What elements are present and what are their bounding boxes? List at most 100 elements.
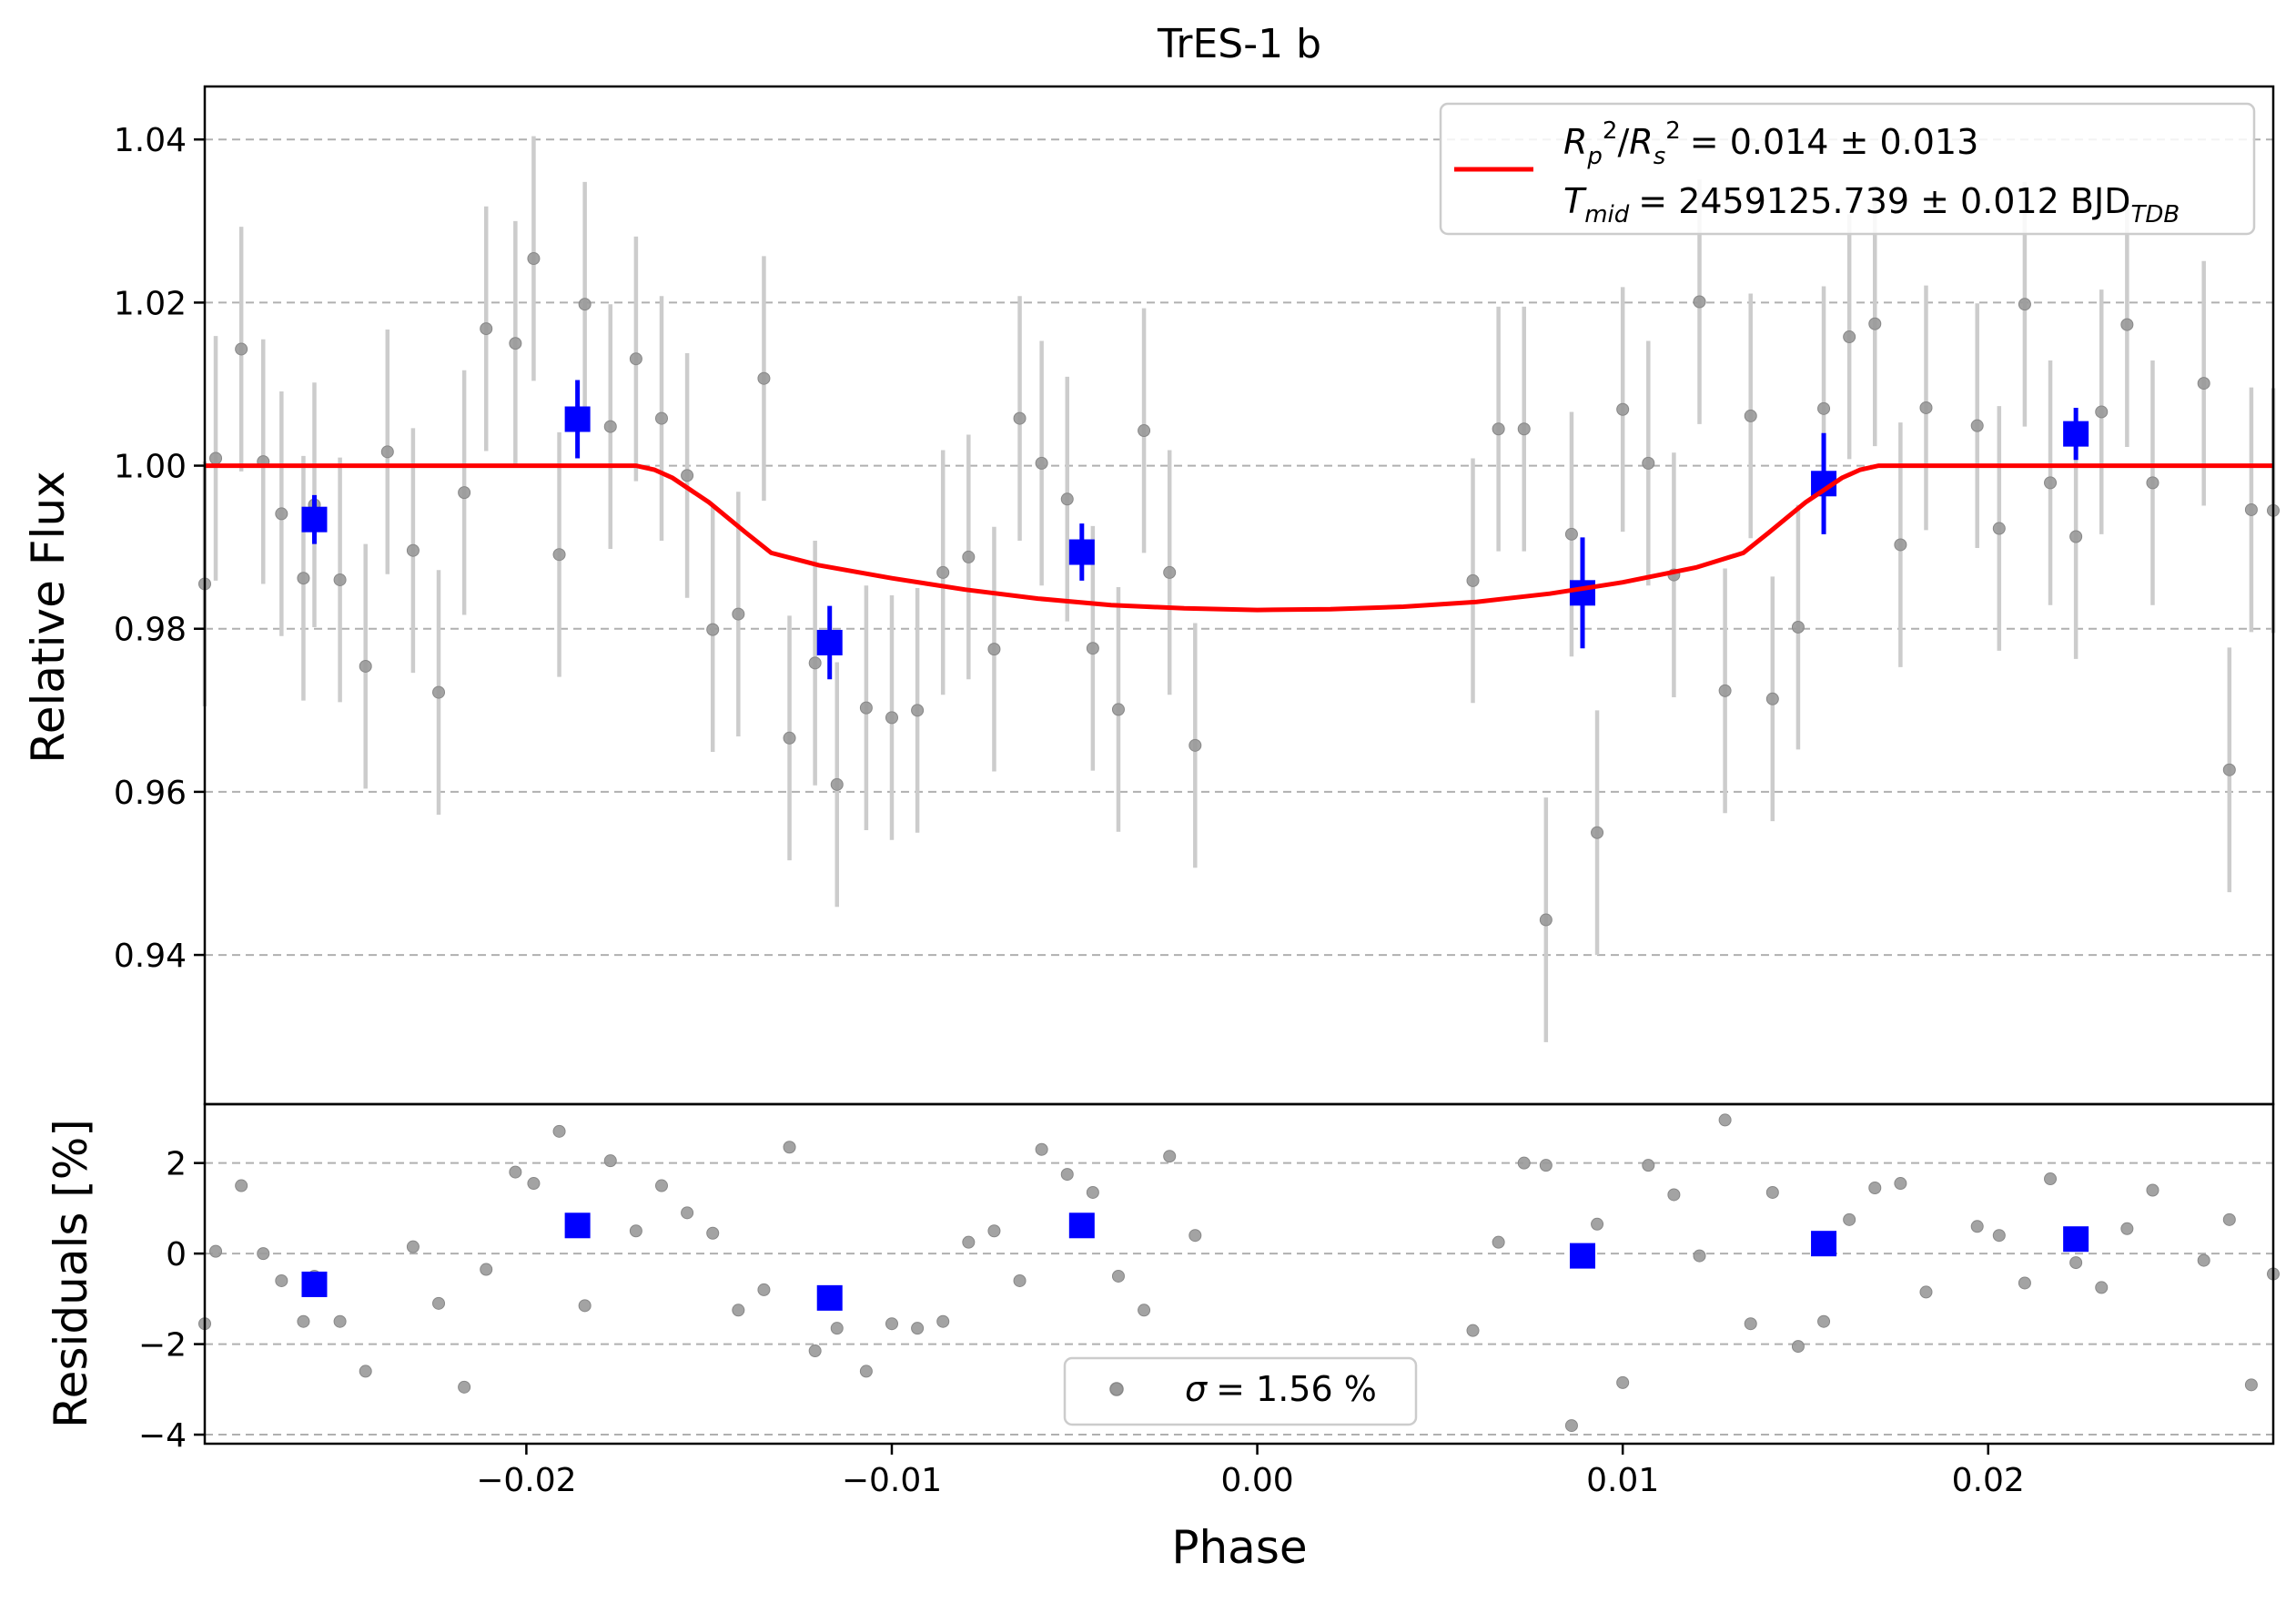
raw-data-point — [1642, 456, 1655, 470]
raw-data-point — [1517, 422, 1531, 436]
legend-model-label-1: = 0.014 ± 0.013 — [1690, 122, 1979, 162]
raw-data-point — [1992, 522, 2006, 535]
bottom-axes-frame — [203, 1102, 2275, 1446]
raw-data-point — [275, 507, 288, 521]
raw-data-point — [706, 623, 720, 636]
raw-data-point — [2044, 476, 2058, 490]
residual-point — [1919, 1285, 1933, 1299]
raw-data-point — [297, 572, 310, 585]
residual-point — [1868, 1182, 1882, 1195]
residual-point — [432, 1296, 446, 1310]
residual-point — [1667, 1188, 1681, 1202]
raw-data-point — [2146, 476, 2159, 490]
raw-data-point — [1138, 424, 1151, 438]
residual-point — [936, 1314, 950, 1328]
raw-data-point — [552, 548, 566, 562]
svg-text:Rp2/Rs2= 0.014 ± 0.013: Rp2/Rs2 = 0.014 ± 0.013 — [1563, 117, 1978, 170]
raw-data-point — [480, 322, 493, 336]
raw-data-point — [1843, 330, 1856, 344]
raw-data-point — [808, 656, 822, 670]
residual-point — [706, 1226, 720, 1240]
transit-model-line — [205, 463, 2273, 613]
raw-data-point — [757, 371, 771, 385]
raw-data-point — [1894, 538, 1907, 552]
raw-data-point — [2120, 318, 2134, 331]
residual-point — [1992, 1229, 2006, 1243]
residual-point — [1616, 1375, 1630, 1389]
raw-data-point — [1086, 642, 1099, 655]
raw-data-point — [380, 445, 394, 459]
residual-point — [406, 1240, 420, 1253]
top-y-tick-label: 1.04 — [114, 122, 187, 159]
raw-data-point — [2095, 405, 2109, 419]
raw-data-point — [1591, 826, 1604, 839]
x-tick-label: 0.00 — [1221, 1462, 1294, 1499]
bottom-y-tick-label: −4 — [138, 1417, 187, 1455]
residual-point — [1035, 1142, 1048, 1156]
residual-point — [2044, 1172, 2058, 1186]
raw-data-point — [1188, 738, 1202, 752]
residual-point — [1086, 1185, 1099, 1199]
x-tick-label: 0.01 — [1586, 1462, 1659, 1499]
raw-data-point — [1693, 295, 1706, 309]
raw-data-point — [783, 731, 796, 745]
raw-data-point — [859, 701, 873, 715]
binned-data-point — [1569, 580, 1595, 606]
residual-point — [859, 1365, 873, 1378]
residual-point — [1188, 1229, 1202, 1243]
residual-point — [654, 1179, 668, 1192]
residual-point — [1539, 1159, 1553, 1172]
binned-data-point — [564, 406, 591, 432]
raw-data-point — [1163, 565, 1177, 579]
raw-data-point — [1868, 317, 1882, 330]
svg-text:σ= 1.56 %: σ = 1.56 % — [1185, 1369, 1377, 1409]
raw-data-point — [1111, 703, 1125, 716]
residual-point — [757, 1283, 771, 1296]
legend-tmid-symbol: T — [1563, 181, 1587, 221]
residual-point — [830, 1322, 844, 1335]
residual-point — [1693, 1249, 1706, 1263]
raw-data-point — [2222, 763, 2236, 776]
raw-data-point — [1564, 527, 1578, 541]
bottom-y-label: Residuals [%] — [45, 1119, 97, 1428]
residual-point — [578, 1299, 592, 1313]
raw-data-point — [911, 704, 925, 717]
top-y-tick-label: 0.96 — [114, 775, 187, 812]
top-y-ticks: 0.94 0.96 0.98 1.00 1.02 1.04 — [114, 122, 205, 975]
bottom-grid — [205, 1162, 2273, 1436]
residual-point — [603, 1154, 617, 1168]
chart-title: TrES-1 b — [1157, 21, 1321, 67]
binned-residual-point — [2063, 1226, 2089, 1253]
residual-point — [2120, 1222, 2134, 1235]
x-tick-label: −0.01 — [842, 1462, 942, 1499]
raw-data-point — [603, 420, 617, 433]
residual-point — [2244, 1378, 2258, 1392]
bottom-y-tick-label: 2 — [166, 1146, 187, 1183]
residual-point — [1744, 1317, 1757, 1331]
raw-data-point — [1539, 913, 1553, 927]
raw-data-point — [1616, 402, 1630, 416]
raw-data-point — [527, 252, 541, 266]
x-axis-label: Phase — [1171, 1521, 1307, 1574]
residual-point — [1163, 1150, 1177, 1163]
residual-point — [808, 1344, 822, 1358]
residual-point — [962, 1235, 976, 1249]
residual-point — [1060, 1168, 1074, 1182]
raw-data-point — [1919, 401, 1933, 414]
raw-data-point — [406, 543, 420, 557]
bottom-x-ticks: −0.02 −0.01 0.00 0.01 0.02 — [476, 1444, 2025, 1499]
residual-point — [257, 1247, 270, 1261]
raw-data-point — [681, 469, 694, 482]
legend-residual-marker — [1109, 1382, 1124, 1396]
residual-point — [458, 1380, 471, 1394]
residual-point — [783, 1141, 796, 1154]
binned-data-point — [301, 506, 328, 533]
residual-point — [359, 1365, 372, 1378]
raw-data-point — [987, 643, 1001, 656]
residual-point — [987, 1224, 1001, 1238]
residual-point — [1517, 1156, 1531, 1170]
top-binned-points — [301, 406, 2089, 655]
binned-residual-point — [1068, 1212, 1095, 1239]
residual-point — [1817, 1314, 1831, 1328]
